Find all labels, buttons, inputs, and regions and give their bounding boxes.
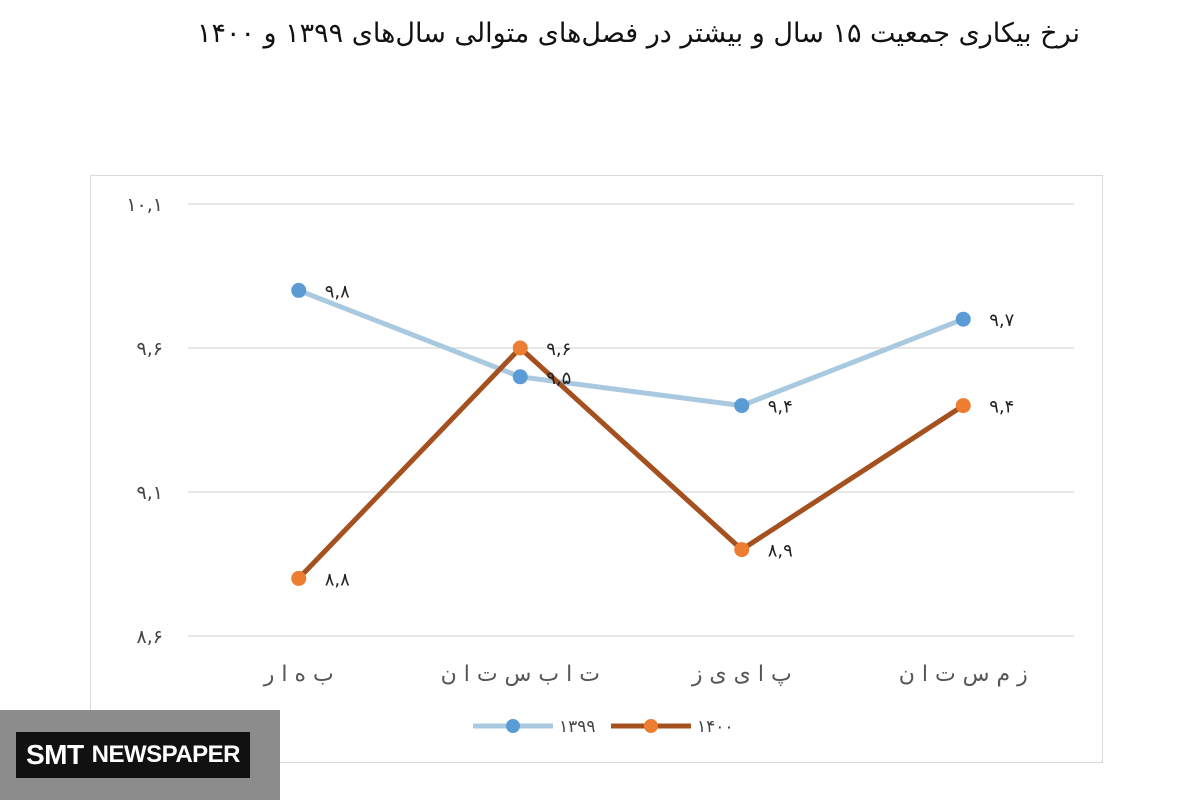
watermark-newspaper: NEWSPAPER: [91, 741, 241, 768]
data-point: [291, 282, 307, 298]
y-tick-label: ۸,۶: [137, 626, 163, 648]
x-category-label: ز م س ت ا ن: [899, 662, 1028, 687]
data-point: [512, 369, 528, 385]
data-point: [291, 570, 307, 586]
data-label: ۹,۷: [989, 310, 1014, 331]
chart-area: ۸,۶ ۹,۱ ۹,۶ ۱۰,۱ ب ه ا ر ت ا ب س ت ا ن پ ا ی ی…: [90, 175, 1103, 763]
data-label: ۹,۴: [768, 397, 793, 418]
data-point: [955, 311, 971, 327]
watermark-smt: SMT: [26, 739, 84, 770]
x-category-label: ت ا ب س ت ا ن: [441, 662, 600, 687]
data-label: ۹,۴: [989, 397, 1014, 418]
series-line-0: [296, 287, 966, 409]
series-line-1: [296, 345, 966, 581]
data-point: [512, 340, 528, 356]
data-point: [955, 398, 971, 414]
legend-label: ۱۴۰۰: [697, 717, 734, 737]
line-chart: ۸,۶ ۹,۱ ۹,۶ ۱۰,۱ ب ه ا ر ت ا ب س ت ا ن پ ا ی ی…: [126, 194, 1074, 737]
chart-title: نرخ بیکاری جمعیت ۱۵ سال و بیشتر در فصل‌ه…: [196, 18, 1080, 49]
data-label: ۸,۸: [325, 569, 350, 590]
legend-label: ۱۳۹۹: [559, 717, 596, 737]
x-category-label: ب ه ا ر: [263, 662, 334, 687]
legend-swatch-marker: [506, 719, 520, 733]
data-point: [734, 398, 750, 414]
x-category-label: پ ا ی ی ز: [691, 662, 792, 687]
watermark-panel: SMT NEWSPAPER: [0, 710, 280, 800]
data-label: ۸,۹: [768, 541, 793, 562]
data-label: ۹,۸: [325, 281, 350, 302]
watermark-logo: SMT NEWSPAPER: [16, 732, 251, 778]
y-tick-label: ۹,۶: [137, 338, 163, 360]
y-tick-label: ۱۰,۱: [126, 194, 163, 216]
data-label: ۹,۵: [546, 368, 571, 389]
data-label: ۹,۶: [546, 339, 571, 360]
data-point: [734, 542, 750, 558]
legend-swatch-marker: [644, 719, 658, 733]
y-tick-label: ۹,۱: [137, 482, 163, 504]
